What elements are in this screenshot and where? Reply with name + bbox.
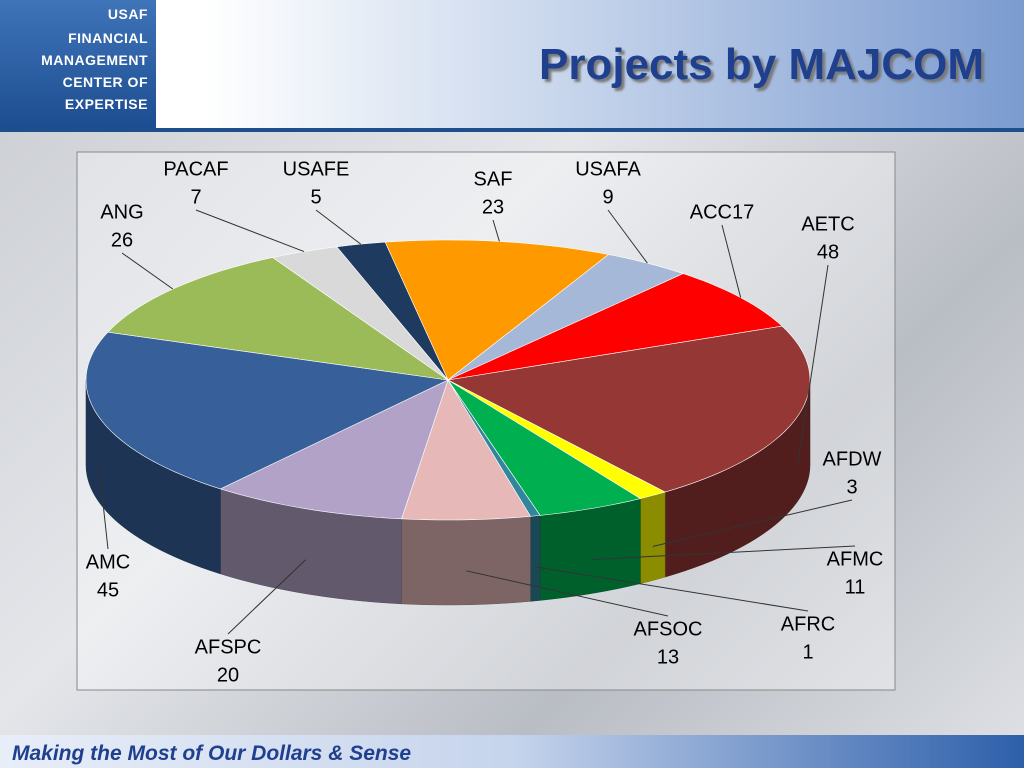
data-label-name: AFSOC — [634, 618, 703, 640]
data-label-name: ACC17 — [690, 201, 754, 223]
data-label-value: 11 — [845, 576, 866, 598]
slice-side — [640, 491, 666, 584]
leader-line — [121, 252, 174, 290]
leader-line — [796, 264, 829, 468]
data-label-value: 7 — [190, 186, 201, 208]
leader-line — [591, 545, 856, 560]
data-label-name: AETC — [801, 213, 854, 235]
data-label-name: AFRC — [781, 613, 835, 635]
logo-line: CENTER OF — [62, 74, 148, 90]
data-label-value: 3 — [846, 476, 857, 498]
slice — [447, 273, 783, 381]
leader-line — [492, 219, 500, 242]
slice-side — [401, 516, 531, 606]
slice-side — [530, 515, 541, 602]
footer-text: Making the Most of Our Dollars & Sense — [12, 742, 412, 765]
slice — [219, 379, 449, 520]
slice — [447, 379, 642, 516]
data-label-name: AFSPC — [195, 636, 262, 658]
data-label-value: 9 — [602, 186, 613, 208]
footer: Making the Most of Our Dollars & Sense — [0, 735, 1024, 768]
data-label-value: 1 — [802, 641, 813, 663]
slice — [85, 331, 450, 490]
leader-line — [98, 468, 109, 550]
logo: USAF FINANCIAL MANAGEMENT CENTER OF EXPE… — [0, 0, 156, 128]
data-label-value: 20 — [217, 664, 239, 686]
data-label-name: PACAF — [163, 158, 228, 180]
logo-line: MANAGEMENT — [41, 52, 148, 68]
data-label-name: SAF — [474, 168, 513, 190]
leader-line — [652, 499, 853, 547]
leader-line — [721, 224, 742, 298]
logo-line: FINANCIAL — [68, 30, 148, 46]
chart-title: Projects by MAJCOM — [539, 40, 984, 89]
leader-line — [535, 566, 809, 612]
data-label-name: AFMC — [827, 548, 884, 570]
data-label-value: 23 — [482, 196, 504, 218]
data-label-name: AFDW — [823, 448, 882, 470]
logo-line: EXPERTISE — [64, 96, 148, 112]
data-label-name: USAFA — [575, 158, 641, 180]
data-label-value: 13 — [657, 646, 679, 668]
leader-line — [466, 570, 669, 617]
leader-line — [195, 209, 305, 253]
slice — [384, 239, 610, 381]
data-label-value: 45 — [97, 579, 119, 601]
slice — [447, 254, 685, 381]
data-label-value: 5 — [310, 186, 321, 208]
data-label-name: AMC — [86, 551, 130, 573]
leader-line — [227, 559, 306, 635]
header: USAF FINANCIAL MANAGEMENT CENTER OF EXPE… — [0, 0, 1024, 132]
data-label-value: 48 — [817, 241, 839, 263]
slice — [447, 325, 811, 493]
slice — [107, 257, 449, 381]
data-label-value: 26 — [111, 229, 133, 251]
slice — [336, 241, 449, 381]
leader-line — [607, 209, 648, 264]
slice — [401, 379, 531, 521]
data-label-name: ANG — [100, 201, 143, 223]
data-label-name: USAFE — [283, 158, 350, 180]
leader-line — [315, 209, 362, 245]
logo-line: USAF — [107, 6, 148, 22]
